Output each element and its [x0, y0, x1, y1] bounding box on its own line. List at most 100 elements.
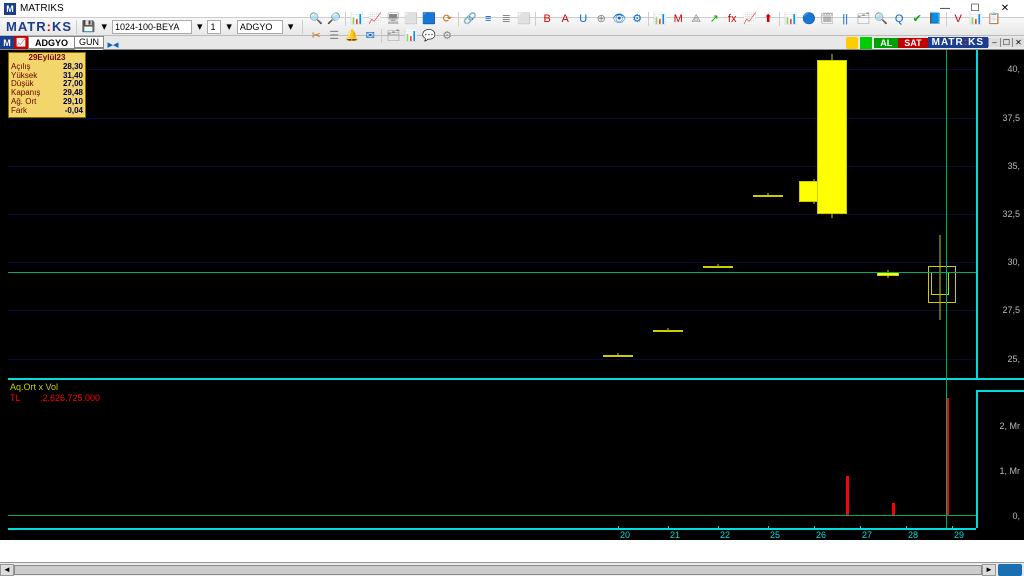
candle[interactable]	[817, 54, 847, 218]
toolbar-icon-30[interactable]: 🔍	[873, 10, 889, 26]
candle[interactable]	[603, 353, 633, 357]
candle[interactable]	[877, 270, 899, 278]
layout-input[interactable]	[112, 20, 192, 34]
status-icon	[860, 37, 872, 49]
toolbar-icon-23[interactable]: 📈	[742, 10, 758, 26]
tab-bar: M 📈 ADGYO GUNTLLOGKHNSVDSYMTMP ▸◂ AL SAT…	[0, 36, 1024, 50]
toolbar-icon-21[interactable]: ↗	[706, 10, 722, 26]
toolbar-icon-32[interactable]: ✔	[909, 10, 925, 26]
toolbar-icon-34[interactable]: V	[950, 11, 966, 27]
dropdown2-icon[interactable]: ▾	[193, 19, 206, 35]
panel-max-button[interactable]: ☐	[1000, 38, 1012, 47]
buy-button[interactable]: AL	[874, 38, 898, 48]
toolbar-icon-16[interactable]: 👁	[611, 10, 627, 26]
alert-icon[interactable]	[846, 37, 858, 49]
vol-tick: 2, Mr	[999, 421, 1020, 431]
toolbar-icon-27[interactable]: 🗓	[819, 10, 835, 26]
price-axis: 40, 37,5 35, 32,5 30, 27,5 25, 2, Mr 1, Mr 0,	[976, 50, 1024, 528]
toolbar-icon-13[interactable]: A	[557, 11, 573, 27]
toolbar-icon-8[interactable]: 🔗	[462, 10, 478, 26]
time-tick: 28	[908, 530, 918, 540]
time-tick: 27	[862, 530, 872, 540]
chart-area[interactable]: 29Eylül23 Açılış28,30Yüksek31,40Düşük27,…	[0, 50, 1024, 540]
brand-right: MATR:KS	[928, 37, 988, 48]
toolbar-icon-4[interactable]: 🖥	[385, 10, 401, 26]
toolbar-icon-25[interactable]: 📊	[783, 10, 799, 26]
candle[interactable]	[753, 193, 783, 197]
toolbar-icon-14[interactable]: U	[575, 11, 591, 27]
count-input[interactable]	[207, 20, 221, 34]
tab-symbol[interactable]: ADGYO	[28, 36, 75, 49]
toolbar-icon-22[interactable]: fx	[724, 11, 740, 27]
app-title: MATRIKS	[20, 3, 64, 14]
time-tick: 21	[670, 530, 680, 540]
tab-m-icon[interactable]: M	[0, 36, 14, 49]
symbol-input[interactable]	[237, 20, 283, 34]
toolbar-icon-10[interactable]: ≣	[498, 10, 514, 26]
vol-tick: 1, Mr	[999, 466, 1020, 476]
candle[interactable]	[703, 264, 733, 268]
toolbar-icon-20[interactable]: ⟁	[688, 11, 704, 27]
toolbar-icon-6[interactable]: 🟦	[421, 10, 437, 26]
time-tick: 22	[720, 530, 730, 540]
tab-gun[interactable]: GUN	[74, 36, 104, 48]
time-tick: 20	[620, 530, 630, 540]
scroll-thumb[interactable]	[14, 565, 982, 575]
toolbar-icon-18[interactable]: 📊	[652, 10, 668, 26]
logo: MATR:KS	[6, 19, 72, 34]
toolbar-icon-24[interactable]: ⬆	[760, 10, 776, 26]
toolbar-icon-7[interactable]: ⟳	[439, 10, 455, 26]
toolbar-icon-15[interactable]: ⊕	[593, 10, 609, 26]
scroll-right-button[interactable]: ►	[982, 564, 996, 576]
panel-close-button[interactable]: ✕	[1012, 38, 1024, 47]
toolbar-icon-1[interactable]: 🔎	[326, 10, 342, 26]
time-axis: 20 21 22 25 26 27 28 29	[8, 528, 976, 540]
candle[interactable]	[653, 328, 683, 332]
price-tick: 30,	[1007, 257, 1020, 267]
toolbar-icon-35[interactable]: 📊	[968, 10, 984, 26]
tab-chart-icon[interactable]: 📈	[14, 36, 28, 49]
toolbar-icon-11[interactable]: ⬜	[516, 10, 532, 26]
save-icon[interactable]: 💾	[82, 19, 96, 35]
price-chart[interactable]	[8, 50, 976, 378]
toolbar-icon-5[interactable]: ⬜	[403, 10, 419, 26]
price-tick: 40,	[1007, 64, 1020, 74]
corner-logo	[998, 564, 1022, 576]
price-tick: 37,5	[1002, 113, 1020, 123]
dropdown-icon[interactable]: ▾	[98, 19, 111, 35]
app-icon: M	[4, 3, 16, 15]
horizontal-scrollbar[interactable]: ◄ ►	[0, 562, 1024, 576]
crosshair-h	[8, 272, 976, 273]
dropdown3-icon[interactable]: ▾	[222, 19, 235, 35]
toolbar-icon-0[interactable]: 🔍	[308, 10, 324, 26]
scroll-track[interactable]	[14, 564, 982, 576]
toolbar-icon-31[interactable]: Q	[891, 11, 907, 27]
crosshair-v	[946, 50, 947, 528]
toolbar-icon-26[interactable]: 🔵	[801, 10, 817, 26]
price-tick: 35,	[1007, 161, 1020, 171]
toolbar-icon-28[interactable]: ||	[837, 11, 853, 27]
scroll-left-button[interactable]: ◄	[0, 564, 14, 576]
panel-min-button[interactable]: –	[988, 38, 1000, 47]
toolbar-icon-36[interactable]: 📋	[986, 10, 1002, 26]
sell-button[interactable]: SAT	[898, 38, 927, 48]
toolbar-icon-9[interactable]: ≡	[480, 11, 496, 27]
price-tick: 25,	[1007, 354, 1020, 364]
toolbar-icon-3[interactable]: 📈	[367, 10, 383, 26]
toolbar-icon-19[interactable]: M	[670, 11, 686, 27]
time-tick: 29	[954, 530, 964, 540]
volume-bar[interactable]	[846, 476, 849, 517]
time-tick: 25	[770, 530, 780, 540]
toolbar-icon-17[interactable]: ⚙	[629, 10, 645, 26]
main-toolbar: MATR:KS 💾 ▾ ▾ ▾ ▾ 🔍🔎📊📈🖥⬜🟦⟳🔗≡≣⬜BAU⊕👁⚙📊M⟁↗…	[0, 18, 1024, 36]
vol-tick: 0,	[1012, 511, 1020, 521]
toolbar-icon-33[interactable]: 📘	[927, 10, 943, 26]
volume-chart[interactable]	[8, 390, 976, 528]
toolbar-icon-29[interactable]: 🗂	[855, 10, 871, 26]
dropdown4-icon[interactable]: ▾	[284, 19, 297, 35]
price-tick: 27,5	[1002, 305, 1020, 315]
time-tick: 26	[816, 530, 826, 540]
price-tick: 32,5	[1002, 209, 1020, 219]
toolbar-icon-12[interactable]: B	[539, 11, 555, 27]
toolbar-icon-2[interactable]: 📊	[349, 10, 365, 26]
